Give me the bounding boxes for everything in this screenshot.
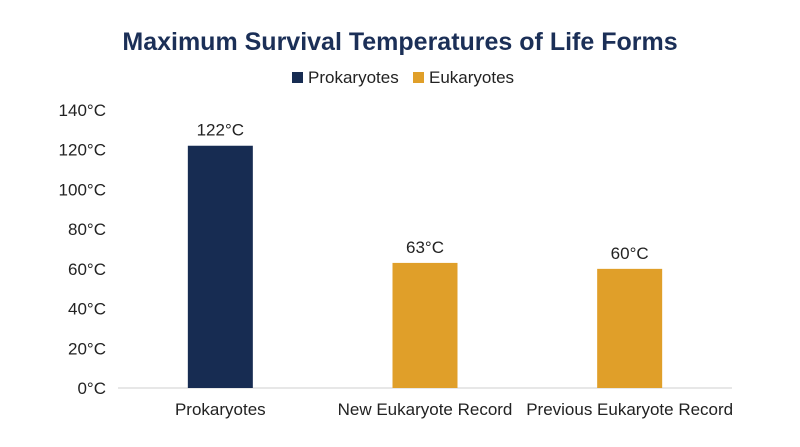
y-tick-label: 40°C (68, 300, 106, 319)
bar (392, 262, 458, 388)
legend-label-prokaryotes: Prokaryotes (308, 68, 399, 87)
data-label: 122°C (197, 121, 244, 140)
y-tick-label: 0°C (77, 379, 106, 398)
legend: Prokaryotes Eukaryotes (292, 68, 514, 87)
x-tick-label: New Eukaryote Record (338, 400, 513, 419)
legend-label-eukaryotes: Eukaryotes (429, 68, 514, 87)
data-label: 60°C (611, 244, 649, 263)
y-tick-label: 120°C (59, 141, 106, 160)
y-tick-label: 60°C (68, 260, 106, 279)
data-label: 63°C (406, 238, 444, 257)
legend-swatch-eukaryotes (413, 72, 424, 83)
x-tick-label: Previous Eukaryote Record (526, 400, 733, 419)
bars (187, 145, 663, 388)
y-tick-label: 20°C (68, 339, 106, 358)
y-tick-label: 80°C (68, 220, 106, 239)
chart-title: Maximum Survival Temperatures of Life Fo… (122, 28, 677, 56)
y-axis-ticks: 0°C 20°C 40°C 60°C 80°C 100°C 120°C 140°C (59, 101, 106, 398)
y-tick-label: 140°C (59, 101, 106, 120)
data-labels: 122°C 63°C 60°C (197, 121, 649, 263)
x-tick-label: Prokaryotes (175, 400, 266, 419)
x-axis-category-labels: Prokaryotes New Eukaryote Record Previous … (175, 400, 733, 419)
legend-swatch-prokaryotes (292, 72, 303, 83)
bar (187, 145, 253, 388)
y-tick-label: 100°C (59, 180, 106, 199)
bar (597, 268, 663, 388)
